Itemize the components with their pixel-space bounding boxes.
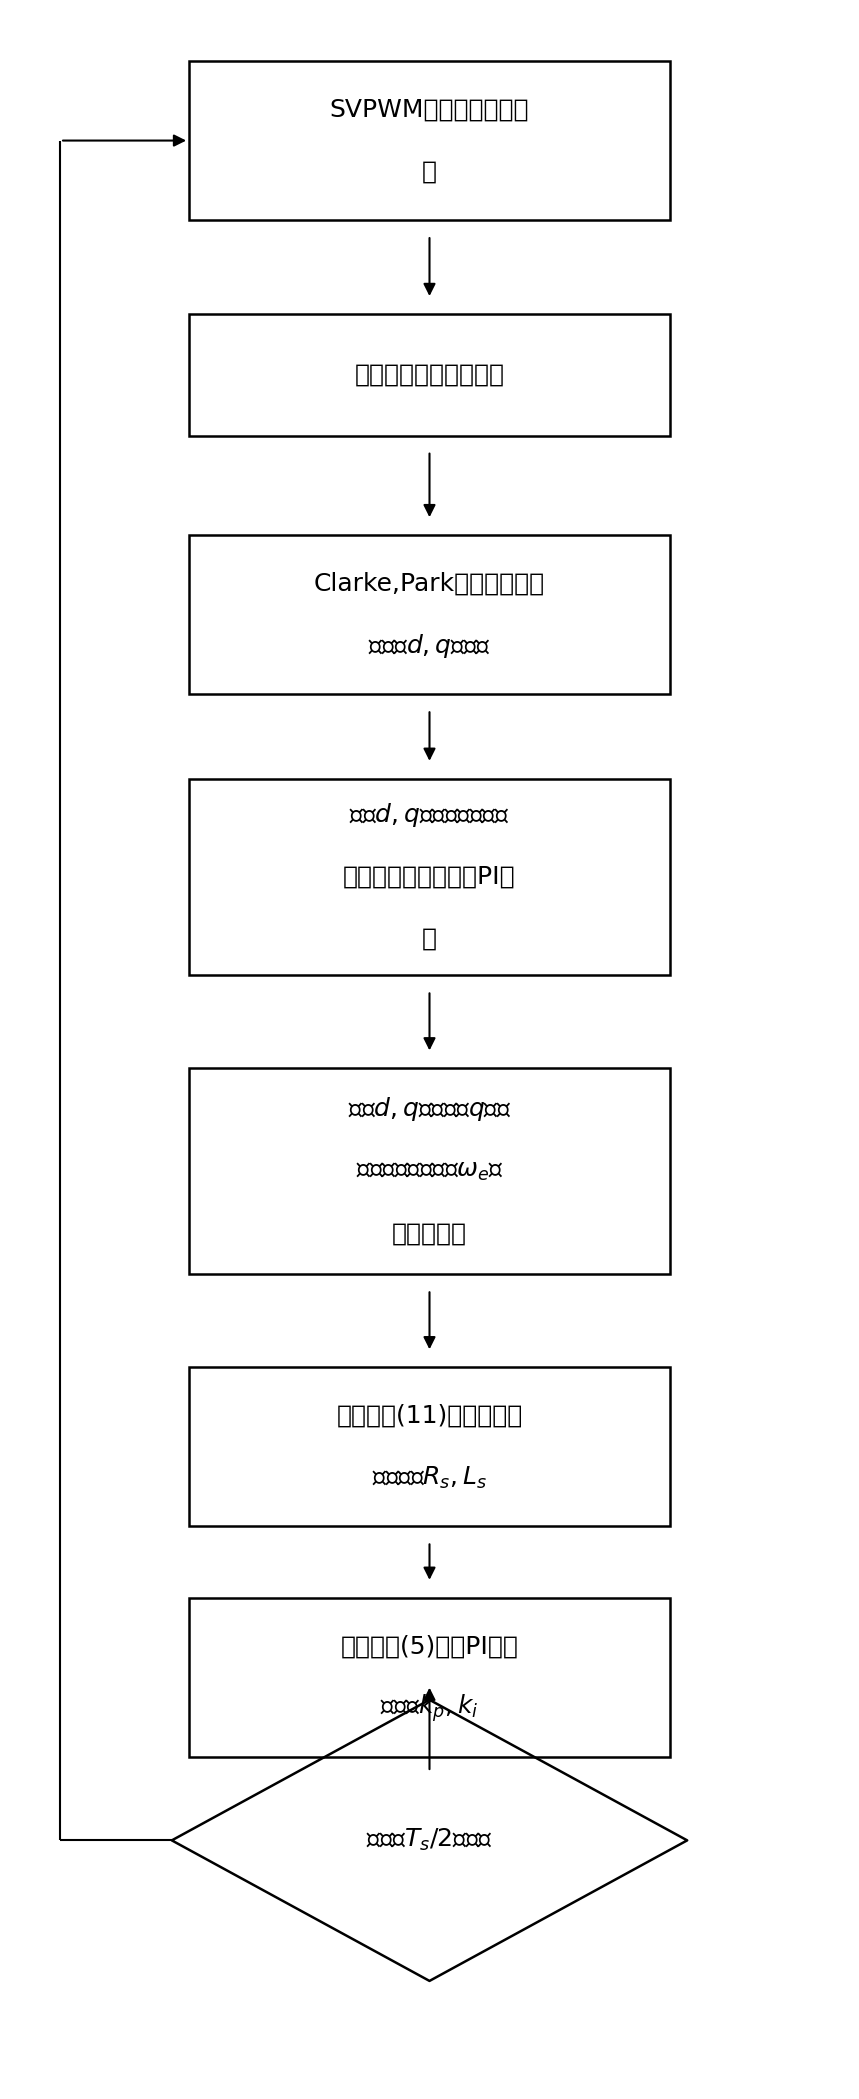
Bar [189, 315, 670, 437]
Text: Clarke,Park变换，得到反: Clarke,Park变换，得到反 [314, 571, 545, 596]
Text: 压、当前电角速度$\omega_e$进: 压、当前电角速度$\omega_e$进 [356, 1159, 503, 1184]
Text: 比: 比 [422, 160, 437, 183]
Text: 节: 节 [422, 928, 437, 951]
Text: 阻和电感$R_s,L_s$: 阻和电感$R_s,L_s$ [372, 1465, 487, 1490]
Text: 馈电流$d,q$轴分量: 馈电流$d,q$轴分量 [369, 632, 490, 659]
Bar [189, 535, 670, 695]
Text: 行参数辨识: 行参数辨识 [392, 1222, 467, 1245]
Text: 计算$d,q$轴电流环误差信: 计算$d,q$轴电流环误差信 [350, 802, 509, 829]
Text: 定子相电流平均值滤波: 定子相电流平均值滤波 [355, 363, 504, 386]
Bar [189, 779, 670, 976]
Bar [189, 1597, 670, 1757]
Text: 器参数$k_p,k_i$: 器参数$k_p,k_i$ [381, 1692, 478, 1723]
Text: 号，对误差信号进行PI调: 号，对误差信号进行PI调 [344, 865, 515, 890]
Text: SVPWM调制，更新占空: SVPWM调制，更新占空 [330, 99, 529, 122]
Text: 根据公式(5)计算PI调节: 根据公式(5)计算PI调节 [340, 1635, 519, 1658]
Text: 根据公式(11)计算定子电: 根据公式(11)计算定子电 [337, 1404, 522, 1427]
Bar [189, 61, 670, 220]
Bar [189, 1366, 670, 1526]
Text: 根据$d,q$轴电流、$q$轴电: 根据$d,q$轴电流、$q$轴电 [348, 1096, 511, 1123]
Bar [189, 1068, 670, 1274]
Text: 下一个$T_s$/2中断？: 下一个$T_s$/2中断？ [366, 1828, 493, 1853]
